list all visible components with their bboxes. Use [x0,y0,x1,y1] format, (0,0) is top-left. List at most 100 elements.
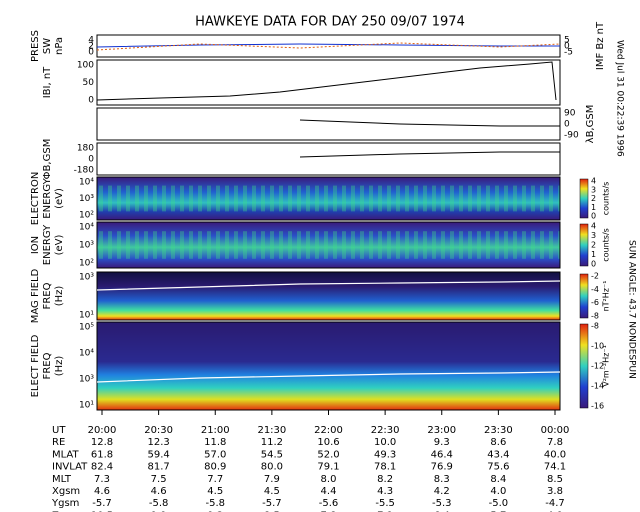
right-tick-label: -5 [564,48,573,58]
ephemeris-value: 75.6 [487,462,509,473]
right-tick-label: -90 [564,131,579,141]
y-tick-label: 10⁴ [79,178,94,188]
colorbar-tick: 2 [591,194,596,203]
spectrogram-texture [97,185,560,212]
ephemeris-value: 7.9 [264,474,280,485]
panel-label: MAG FIELD [30,268,41,323]
spectrogram [97,322,560,410]
ephemeris-value: 10.6 [317,437,339,448]
right-tick-label: 5 [564,36,570,46]
ephemeris-value: 4.0 [490,486,506,497]
ephemeris-value: 9.2 [207,510,223,512]
colorbar-unit: counts/s [602,182,611,216]
ephemeris-value: 4.4 [321,486,337,497]
ephemeris-value: 46.4 [431,449,453,460]
y-tick-label: -180 [74,166,95,176]
ephemeris-label: Xgsm [52,486,80,497]
ephemeris-value: 4.5 [207,486,223,497]
y-tick-label: 10⁴ [79,349,94,359]
colorbar [579,223,589,267]
panel-frame [96,107,561,141]
ephemeris-value: 10.5 [91,510,113,512]
panel-label: ELECT FIELD [30,334,41,397]
panel-label: ION [30,236,41,254]
ephemeris-value: 11.2 [261,437,283,448]
y-tick-label: 10³ [79,194,94,204]
ephemeris-label: MLAT [52,449,79,460]
ephemeris-value: 78.1 [374,462,396,473]
imf-trace [96,42,561,51]
ephemeris-value: 7.1 [377,510,393,512]
sun-angle: SUN ANGLE: 43.7 NONDESPUN [627,240,637,379]
panel-label: PRESS [30,30,41,62]
ephemeris-value: 7.8 [321,510,337,512]
right-tick-label: 0 [564,120,570,130]
panel-frame [96,271,561,321]
y-tick-label: 0 [88,155,94,165]
colorbar-unit: counts/s [602,228,611,262]
ephemeris-value: 8.6 [490,437,506,448]
ephemeris-value: 4.6 [94,486,110,497]
title: HAWKEYE DATA FOR DAY 250 09/07 1974 [195,15,465,30]
ephemeris-value: 49.3 [374,449,396,460]
colorbar-unit: nT²Hz⁻¹ [602,281,611,312]
colorbar-tick: 4 [591,177,596,186]
y-tick-label: 0 [88,96,94,106]
ephemeris-value: 12.3 [147,437,169,448]
ephemeris-value: 76.9 [431,462,453,473]
ephemeris-label: INVLAT [52,462,88,473]
colorbar-tick: 1 [591,203,596,212]
panel-label: FREQ [42,282,53,309]
colorbar-tick: 0 [591,260,596,269]
colorbar-tick: -16 [591,402,604,411]
y-tick-label: 10¹ [79,401,94,411]
panel-label: SW [42,38,53,54]
ephemeris-value: 20:00 [88,425,117,436]
ephemeris-value: 12.8 [91,437,113,448]
y-tick-label: 10³ [79,273,94,283]
ephemeris-value: 80.0 [261,462,283,473]
y-tick-label: 10³ [79,241,94,251]
ephemeris-value: 20:30 [144,425,173,436]
ephemeris-value: 7.3 [94,474,110,485]
colorbar-tick: -2 [591,272,599,281]
ephemeris-value: 21:00 [201,425,230,436]
ephemeris-value: 57.0 [204,449,226,460]
ephemeris-value: 82.4 [91,462,113,473]
ephemeris-value: 23:00 [427,425,456,436]
panel-label: nPa [54,37,65,55]
panel-frame [96,221,561,269]
ephemeris-value: 4.5 [264,486,280,497]
ephemeris-value: 00:00 [541,425,570,436]
panel-label: (Hz) [54,356,65,377]
panel-label: FREQ [42,352,53,379]
colorbar-tick: 0 [591,212,596,221]
colorbar-tick: -8 [591,312,599,321]
colorbar-tick: -8 [591,322,599,331]
colorbar-tick: -6 [591,298,599,307]
panel-label: (Hz) [54,286,65,307]
ephemeris-value: -5.7 [262,498,282,509]
ephemeris-value: -5.6 [319,498,339,509]
colorbar [579,178,589,219]
ephemeris-value: 8.3 [434,474,450,485]
ephemeris-value: 74.1 [544,462,566,473]
ephemeris-value: 8.0 [321,474,337,485]
ephemeris-value: 52.0 [317,449,339,460]
ephemeris-value: -5.0 [489,498,509,509]
timestamp: Wed Jul 31 00:22:39 1996 [615,40,625,157]
ephemeris-value: 3.8 [547,486,563,497]
right-tick-label: 90 [564,109,576,119]
ephemeris-value: 81.7 [147,462,169,473]
panel-label: (eV) [54,235,65,256]
ephemeris-value: 54.5 [261,449,283,460]
panel-frame [96,142,561,176]
ephemeris-value: 9.3 [434,437,450,448]
ephemeris-value: 9.9 [151,510,167,512]
ephemeris-value: 23:30 [484,425,513,436]
panel-label: ΦB,GSM [42,139,53,180]
panel-frame [96,59,561,106]
ephemeris-value: -5.3 [432,498,452,509]
ephemeris-label: MLT [52,474,72,485]
colorbar-unit: V²m⁻²Hz⁻¹ [602,345,611,387]
